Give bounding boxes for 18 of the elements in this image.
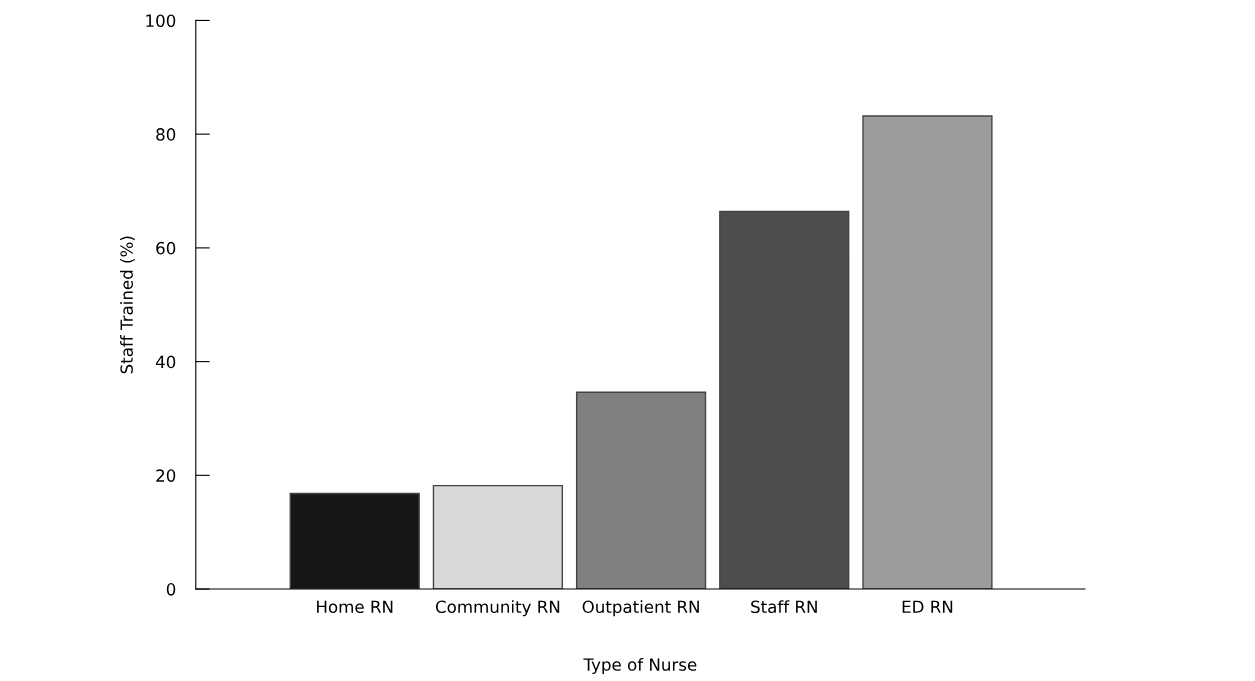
y-tick-label: 40 <box>155 355 176 369</box>
bar <box>862 115 993 590</box>
y-tick-label: 100 <box>146 14 176 27</box>
bar <box>719 210 850 590</box>
bar <box>289 492 420 590</box>
x-axis-title: Type of Nurse <box>583 657 697 675</box>
x-tick-label: Community RN <box>435 600 560 617</box>
bar <box>575 391 707 590</box>
bar <box>432 484 564 590</box>
x-tick-label: Staff RN <box>751 600 817 614</box>
x-tick-label: Home RN <box>317 600 393 614</box>
y-tick-label: 0 <box>166 583 176 596</box>
y-tick-label: 60 <box>156 241 176 255</box>
x-tick-label: Outpatient RN <box>582 600 699 617</box>
y-tick-label: 20 <box>156 469 176 482</box>
y-tick-label: 80 <box>156 128 176 141</box>
y-axis-title: Staff Trained (%) <box>120 236 135 374</box>
x-tick-label: ED RN <box>902 600 953 613</box>
